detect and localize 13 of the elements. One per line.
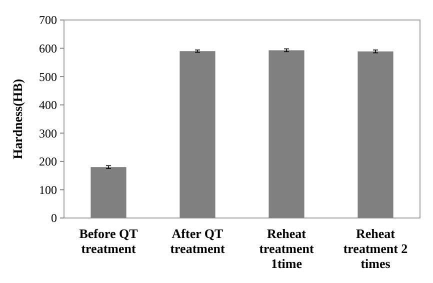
- y-tick-label: 400: [39, 98, 57, 112]
- y-tick-label: 200: [39, 154, 57, 169]
- x-tick-label: Reheat treatment 2 times: [343, 226, 408, 271]
- x-tick-label: After QT treatment: [170, 226, 226, 256]
- y-tick-label: 600: [39, 41, 57, 56]
- y-tick-label: 300: [39, 126, 57, 140]
- y-tick-label: 0: [51, 211, 57, 226]
- x-tick-label: Reheat treatment 1time: [259, 226, 314, 271]
- y-axis-title: Hardness(HB): [10, 78, 25, 160]
- y-tick-label: 100: [39, 182, 57, 197]
- y-tick-label: 700: [39, 13, 57, 28]
- x-tick-label: Before QT treatment: [79, 226, 138, 256]
- y-tick-label: 500: [39, 70, 57, 84]
